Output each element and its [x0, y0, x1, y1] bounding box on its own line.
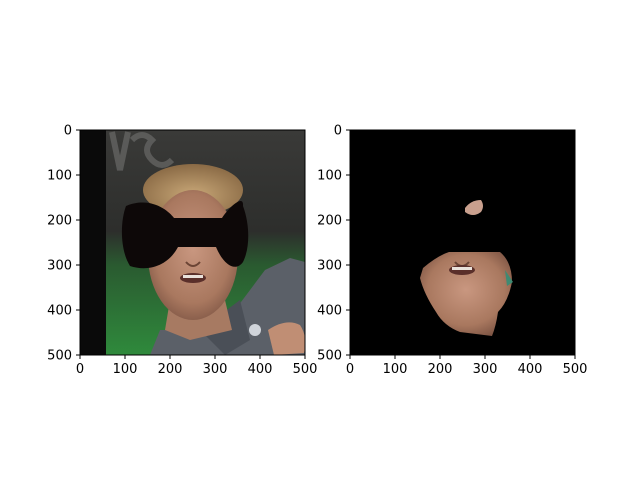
y-tick-label: 200 [317, 214, 342, 229]
x-tick-label: 0 [346, 362, 354, 377]
x-tick-label: 300 [203, 362, 228, 377]
y-tick-label: 300 [47, 259, 72, 274]
left-black-strip [80, 130, 106, 355]
right-image [350, 130, 575, 355]
x-tick-label: 200 [428, 362, 453, 377]
left-image [80, 130, 305, 355]
x-tick-label: 300 [473, 362, 498, 377]
x-tick-label: 100 [113, 362, 138, 377]
x-tick-label: 400 [518, 362, 543, 377]
x-tick-label: 200 [158, 362, 183, 377]
y-tick-label: 200 [47, 214, 72, 229]
y-tick-label: 400 [317, 304, 342, 319]
y-tick-label: 500 [317, 349, 342, 364]
left-axes-frame [79, 129, 306, 356]
x-tick-label: 0 [76, 362, 84, 377]
y-tick-label: 0 [64, 124, 72, 139]
y-tick-label: 400 [47, 304, 72, 319]
x-tick-label: 100 [383, 362, 408, 377]
y-tick-label: 100 [47, 169, 72, 184]
ticks-layer: 0 100 200 300 400 500 0 100 200 300 400 500 0 100 200 3… [47, 124, 587, 378]
y-tick-label: 0 [334, 124, 342, 139]
y-tick-label: 100 [317, 169, 342, 184]
y-tick-label: 500 [47, 349, 72, 364]
segmented-face [420, 252, 512, 336]
occlusion-bow [121, 201, 249, 269]
right-axes-frame [349, 129, 576, 356]
x-tick-label: 500 [293, 362, 318, 377]
x-tick-label: 400 [248, 362, 273, 377]
x-tick-label: 500 [563, 362, 588, 377]
y-tick-label: 300 [317, 259, 342, 274]
